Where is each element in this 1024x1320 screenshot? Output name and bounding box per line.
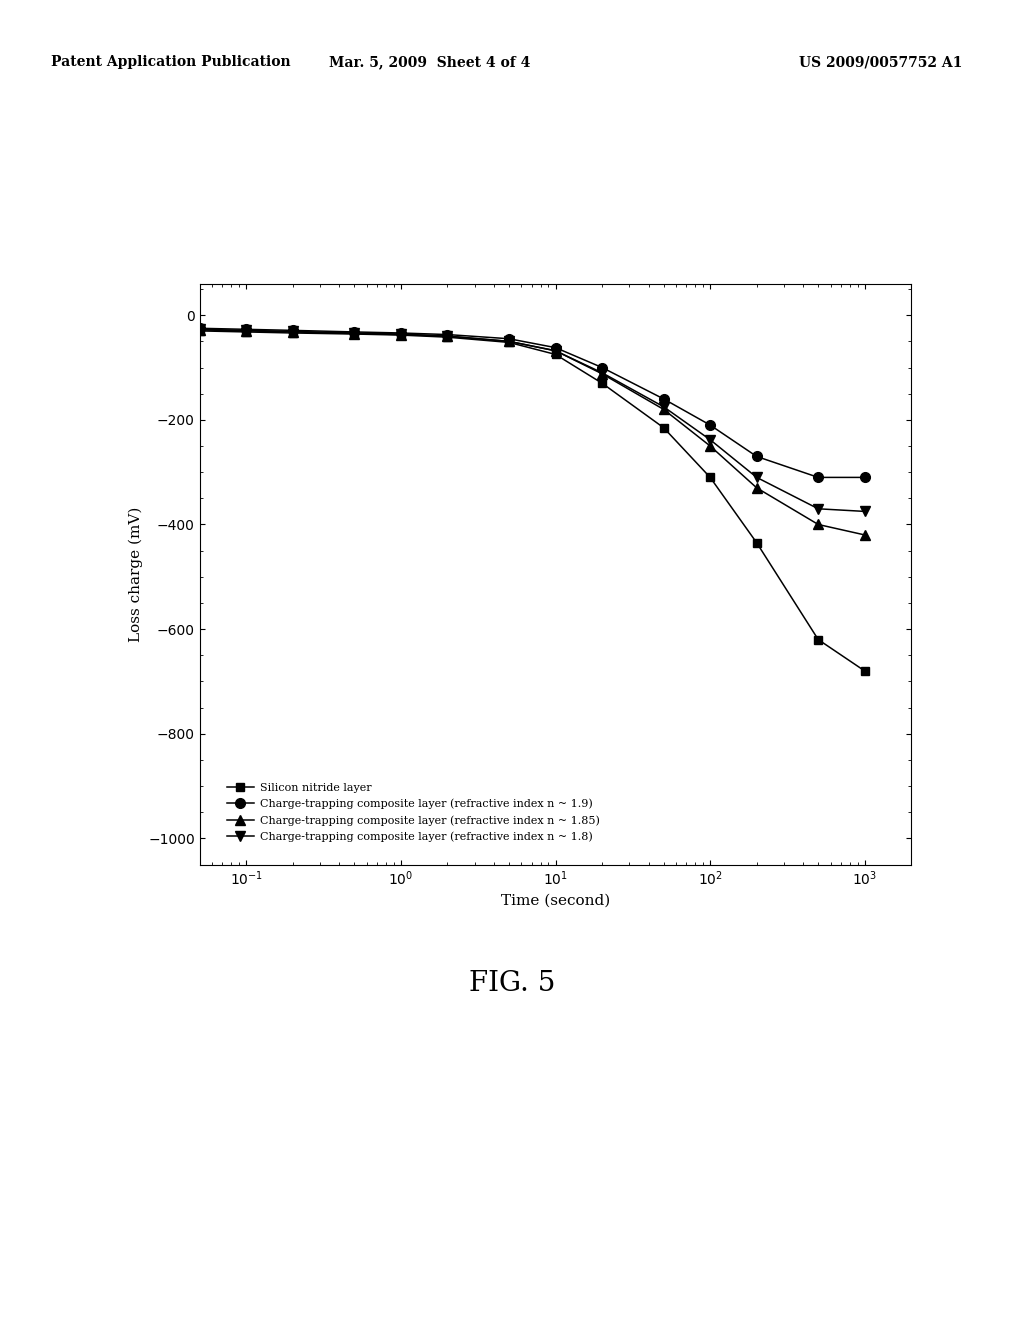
Charge-trapping composite layer (refractive index n ~ 1.8) bbox=[348, 325, 360, 341]
Charge-trapping composite layer (refractive index n ~ 1.85) bbox=[394, 326, 407, 342]
Charge-trapping composite layer (refractive index n ~ 1.9) bbox=[503, 331, 515, 347]
Charge-trapping composite layer (refractive index n ~ 1.85) bbox=[549, 343, 561, 359]
Charge-trapping composite layer (refractive index n ~ 1.9) bbox=[812, 470, 824, 486]
Charge-trapping composite layer (refractive index n ~ 1.85) bbox=[657, 401, 670, 417]
Silicon nitride layer bbox=[859, 663, 871, 678]
Text: Mar. 5, 2009  Sheet 4 of 4: Mar. 5, 2009 Sheet 4 of 4 bbox=[330, 55, 530, 70]
Silicon nitride layer bbox=[394, 327, 407, 343]
Line: Charge-trapping composite layer (refractive index n ~ 1.8): Charge-trapping composite layer (refract… bbox=[195, 325, 869, 516]
Text: Patent Application Publication: Patent Application Publication bbox=[51, 55, 291, 70]
Charge-trapping composite layer (refractive index n ~ 1.9) bbox=[441, 326, 454, 342]
Charge-trapping composite layer (refractive index n ~ 1.8) bbox=[812, 500, 824, 516]
Line: Charge-trapping composite layer (refractive index n ~ 1.9): Charge-trapping composite layer (refract… bbox=[195, 323, 869, 482]
Charge-trapping composite layer (refractive index n ~ 1.85) bbox=[503, 334, 515, 350]
Charge-trapping composite layer (refractive index n ~ 1.85) bbox=[705, 438, 717, 454]
Text: US 2009/0057752 A1: US 2009/0057752 A1 bbox=[799, 55, 963, 70]
Charge-trapping composite layer (refractive index n ~ 1.9) bbox=[705, 417, 717, 433]
Line: Silicon nitride layer: Silicon nitride layer bbox=[196, 327, 869, 675]
Charge-trapping composite layer (refractive index n ~ 1.8) bbox=[596, 364, 608, 380]
Charge-trapping composite layer (refractive index n ~ 1.9) bbox=[859, 470, 871, 486]
Silicon nitride layer bbox=[549, 347, 561, 363]
Charge-trapping composite layer (refractive index n ~ 1.85) bbox=[859, 527, 871, 543]
X-axis label: Time (second): Time (second) bbox=[501, 894, 610, 908]
Charge-trapping composite layer (refractive index n ~ 1.9) bbox=[287, 322, 299, 338]
Line: Charge-trapping composite layer (refractive index n ~ 1.85): Charge-trapping composite layer (refract… bbox=[195, 325, 869, 540]
Charge-trapping composite layer (refractive index n ~ 1.8) bbox=[751, 470, 763, 486]
Silicon nitride layer bbox=[503, 334, 515, 350]
Legend: Silicon nitride layer, Charge-trapping composite layer (refractive index n ~ 1.9: Silicon nitride layer, Charge-trapping c… bbox=[226, 783, 600, 842]
Y-axis label: Loss charge (mV): Loss charge (mV) bbox=[128, 507, 142, 642]
Silicon nitride layer bbox=[441, 329, 454, 345]
Charge-trapping composite layer (refractive index n ~ 1.8) bbox=[287, 323, 299, 339]
Charge-trapping composite layer (refractive index n ~ 1.8) bbox=[705, 432, 717, 447]
Charge-trapping composite layer (refractive index n ~ 1.85) bbox=[751, 480, 763, 496]
Silicon nitride layer bbox=[596, 375, 608, 391]
Charge-trapping composite layer (refractive index n ~ 1.8) bbox=[859, 503, 871, 519]
Charge-trapping composite layer (refractive index n ~ 1.85) bbox=[348, 326, 360, 342]
Charge-trapping composite layer (refractive index n ~ 1.9) bbox=[751, 449, 763, 465]
Silicon nitride layer bbox=[705, 470, 717, 486]
Silicon nitride layer bbox=[194, 323, 206, 339]
Charge-trapping composite layer (refractive index n ~ 1.9) bbox=[394, 325, 407, 341]
Charge-trapping composite layer (refractive index n ~ 1.8) bbox=[240, 322, 252, 338]
Charge-trapping composite layer (refractive index n ~ 1.9) bbox=[240, 321, 252, 337]
Silicon nitride layer bbox=[348, 326, 360, 342]
Charge-trapping composite layer (refractive index n ~ 1.8) bbox=[394, 326, 407, 342]
Charge-trapping composite layer (refractive index n ~ 1.9) bbox=[348, 323, 360, 339]
Charge-trapping composite layer (refractive index n ~ 1.9) bbox=[194, 321, 206, 337]
Charge-trapping composite layer (refractive index n ~ 1.85) bbox=[194, 322, 206, 338]
Charge-trapping composite layer (refractive index n ~ 1.9) bbox=[549, 339, 561, 355]
Silicon nitride layer bbox=[287, 325, 299, 341]
Silicon nitride layer bbox=[657, 420, 670, 436]
Silicon nitride layer bbox=[751, 535, 763, 550]
Charge-trapping composite layer (refractive index n ~ 1.85) bbox=[596, 366, 608, 381]
Charge-trapping composite layer (refractive index n ~ 1.8) bbox=[441, 329, 454, 345]
Charge-trapping composite layer (refractive index n ~ 1.8) bbox=[194, 321, 206, 337]
Charge-trapping composite layer (refractive index n ~ 1.9) bbox=[596, 359, 608, 375]
Charge-trapping composite layer (refractive index n ~ 1.8) bbox=[549, 343, 561, 359]
Charge-trapping composite layer (refractive index n ~ 1.85) bbox=[441, 329, 454, 345]
Charge-trapping composite layer (refractive index n ~ 1.85) bbox=[812, 516, 824, 532]
Silicon nitride layer bbox=[240, 323, 252, 339]
Silicon nitride layer bbox=[812, 632, 824, 648]
Charge-trapping composite layer (refractive index n ~ 1.8) bbox=[503, 334, 515, 350]
Charge-trapping composite layer (refractive index n ~ 1.9) bbox=[657, 391, 670, 407]
Charge-trapping composite layer (refractive index n ~ 1.85) bbox=[287, 323, 299, 339]
Charge-trapping composite layer (refractive index n ~ 1.85) bbox=[240, 323, 252, 339]
Text: FIG. 5: FIG. 5 bbox=[469, 970, 555, 997]
Charge-trapping composite layer (refractive index n ~ 1.8) bbox=[657, 399, 670, 414]
